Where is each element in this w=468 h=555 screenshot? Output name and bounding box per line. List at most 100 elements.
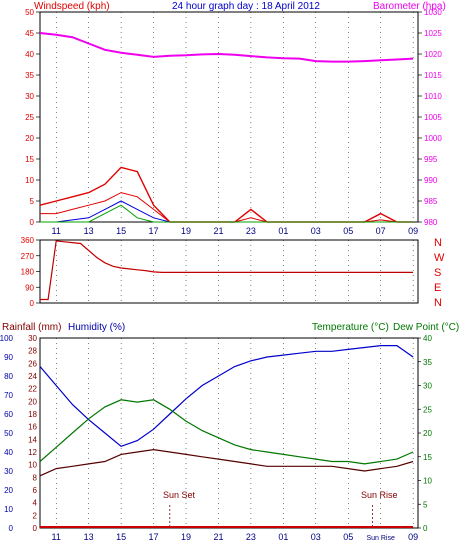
- x-tick-label: 19: [181, 532, 191, 542]
- y-tick-label: 35: [423, 358, 432, 367]
- y-tick-label: 70: [4, 391, 13, 400]
- rainfall-label: Rainfall (mm): [2, 322, 61, 333]
- direction-axis: 360 270 180 90 0: [21, 236, 40, 308]
- y-tick-label: 30: [423, 382, 432, 391]
- x-tick-label: 05: [343, 532, 353, 542]
- y-tick-label: 6: [33, 486, 38, 495]
- direction-line: [40, 240, 414, 301]
- y-tick-label: 30: [28, 334, 37, 343]
- y-tick-label: 20: [25, 134, 34, 143]
- x-tick-label: 15: [116, 226, 126, 236]
- y-tick-label: 100: [0, 334, 14, 343]
- y-tick-label: 20: [28, 397, 37, 406]
- y-tick-label: 1020: [424, 50, 442, 59]
- y-tick-label: 15: [25, 155, 34, 164]
- y-tick-label: 18: [28, 410, 37, 419]
- y-tick-label: 20: [4, 486, 13, 495]
- x-tick-label: 01: [278, 226, 288, 236]
- temperature-line: [39, 399, 414, 465]
- y-tick-label: 5: [423, 500, 428, 509]
- direction-letter: N: [434, 237, 442, 249]
- barometer-axis: 980 985 990 995 1000 1005 1010 1015 1020 1025 1030: [418, 8, 442, 227]
- y-tick-label: 0: [423, 524, 428, 533]
- y-tick-label: 20: [423, 429, 432, 438]
- y-tick-label: 10: [25, 176, 34, 185]
- direction-letter: N: [434, 297, 442, 309]
- x-tick-label: 11: [52, 226, 61, 236]
- direction-letter: S: [434, 267, 441, 279]
- y-tick-label: 28: [28, 347, 37, 356]
- direction-letter: E: [434, 282, 441, 294]
- wind-plot-frame: [39, 11, 419, 223]
- x-tick-label: 11: [52, 532, 61, 542]
- y-tick-label: 40: [25, 50, 34, 59]
- y-tick-label: 1025: [424, 29, 442, 38]
- wind-green-line: [40, 204, 414, 223]
- x-tick-label: 13: [84, 532, 94, 542]
- windspeed-label: Windspeed (kph): [34, 1, 110, 12]
- dewpoint-label: Dew Point (°C): [393, 322, 459, 333]
- x-tick-label: 17: [149, 226, 159, 236]
- humidity-axis: 0 10 20 30 40 50 60 70 80 90 100: [0, 334, 14, 533]
- y-tick-label: 30: [4, 467, 13, 476]
- y-tick-label: 25: [25, 113, 34, 122]
- y-tick-label: 995: [424, 155, 438, 164]
- y-tick-label: 10: [28, 461, 37, 470]
- y-tick-label: 1005: [424, 113, 442, 122]
- y-tick-label: 40: [423, 334, 432, 343]
- wind-x-axis: 11 13 15 17 19 21 23 01 03 05 07 09: [52, 226, 419, 236]
- y-tick-label: 985: [424, 197, 438, 206]
- humidity-label: Humidity (%): [68, 322, 125, 333]
- y-tick-label: 30: [25, 92, 34, 101]
- temp-grid: [55, 338, 414, 528]
- y-tick-label: 25: [423, 405, 432, 414]
- humidity-line: [39, 345, 414, 447]
- windspeed-axis: 0 5 10 15 20 25 30 35 40 45 50: [25, 8, 40, 227]
- temp-series: [39, 345, 414, 528]
- y-tick-label: 0: [30, 299, 35, 308]
- y-tick-label: 26: [28, 359, 37, 368]
- temp-x-axis: 11 13 15 17 19 21 23 01 03 05 Sun Rise 09: [52, 532, 419, 542]
- y-tick-label: 45: [25, 29, 34, 38]
- y-tick-label: 1030: [424, 8, 442, 17]
- x-tick-label: Sun Rise: [366, 535, 395, 542]
- y-tick-label: 10: [423, 477, 432, 486]
- y-tick-label: 35: [25, 71, 34, 80]
- y-tick-label: 0: [9, 524, 14, 533]
- barometer-label: Barometer (hpa): [373, 1, 446, 12]
- y-tick-label: 40: [4, 448, 13, 457]
- x-tick-label: 23: [246, 226, 256, 236]
- x-tick-label: 01: [278, 532, 288, 542]
- y-tick-label: 14: [28, 435, 37, 444]
- x-tick-label: 03: [311, 226, 321, 236]
- x-tick-label: 23: [246, 532, 256, 542]
- x-tick-label: 13: [84, 226, 94, 236]
- y-tick-label: 980: [424, 218, 438, 227]
- y-tick-label: 0: [30, 218, 35, 227]
- y-tick-label: 0: [33, 524, 38, 533]
- graph-title: 24 hour graph day : 18 April 2012: [172, 1, 320, 12]
- direction-letter: W: [434, 252, 445, 264]
- y-tick-label: 10: [4, 505, 13, 514]
- x-tick-label: 05: [343, 226, 353, 236]
- wind-grid: [55, 12, 414, 222]
- y-tick-label: 90: [25, 283, 34, 292]
- y-tick-label: 2: [33, 511, 38, 520]
- temperature-axis: 0 5 10 15 20 25 30 35 40: [418, 334, 432, 533]
- direction-series: [40, 240, 414, 301]
- y-tick-label: 50: [4, 429, 13, 438]
- temperature-label: Temperature (°C): [312, 322, 389, 333]
- y-tick-label: 24: [28, 372, 37, 381]
- barometer-line: [39, 32, 414, 63]
- x-tick-label: 19: [181, 226, 191, 236]
- y-tick-label: 1010: [424, 92, 442, 101]
- y-tick-label: 4: [33, 499, 38, 508]
- y-tick-label: 15: [423, 453, 432, 462]
- wind-series: [39, 32, 414, 223]
- y-tick-label: 12: [28, 448, 37, 457]
- y-tick-label: 1000: [424, 134, 442, 143]
- sunrise-annotation: Sun Rise: [361, 490, 398, 500]
